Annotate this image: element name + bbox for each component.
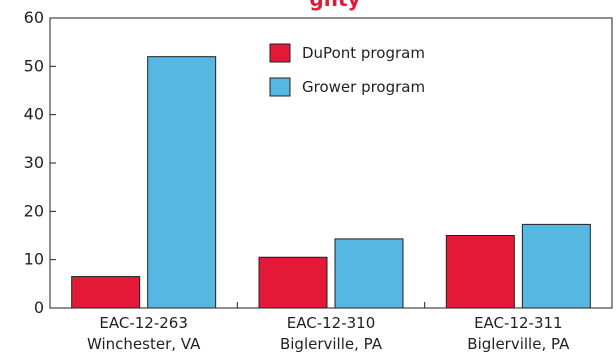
chart-title-group: ghty xyxy=(309,0,360,11)
y-tick-label: 0 xyxy=(34,298,44,317)
x-axis xyxy=(236,302,426,308)
bars-group xyxy=(71,56,591,309)
legend-swatch-grower xyxy=(269,77,291,97)
y-tick-label: 40 xyxy=(24,105,44,124)
bar-grower-1 xyxy=(147,56,217,309)
y-tick-label: 10 xyxy=(24,250,44,269)
y-tick-label: 50 xyxy=(24,56,44,75)
bar-grower-2 xyxy=(334,238,404,309)
bar-dupont-2 xyxy=(258,256,328,309)
legend: DuPont program Grower program xyxy=(269,43,425,97)
legend-label-grower: Grower program xyxy=(302,78,425,96)
y-axis: 0 10 20 30 40 50 60 xyxy=(24,8,56,317)
y-tick-label: 60 xyxy=(24,8,44,27)
y-tick-label: 20 xyxy=(24,201,44,220)
category-code-label: EAC-12-310 xyxy=(287,314,376,332)
category-location-label: Winchester, VA xyxy=(87,335,201,353)
bar-grower-3 xyxy=(521,223,591,309)
category-code-label: EAC-12-263 xyxy=(99,314,188,332)
category-labels: EAC-12-263 Winchester, VA EAC-12-310 Bigler… xyxy=(87,314,570,353)
legend-swatch-dupont xyxy=(269,43,291,63)
category-code-label: EAC-12-311 xyxy=(474,314,563,332)
legend-label-dupont: DuPont program xyxy=(302,44,425,62)
y-tick-label: 30 xyxy=(24,153,44,172)
bar-dupont-1 xyxy=(71,276,141,309)
category-location-label: Biglerville, PA xyxy=(467,335,570,353)
category-location-label: Biglerville, PA xyxy=(280,335,383,353)
chart-title-fragment: ghty xyxy=(309,0,360,11)
bar-dupont-3 xyxy=(445,235,515,309)
